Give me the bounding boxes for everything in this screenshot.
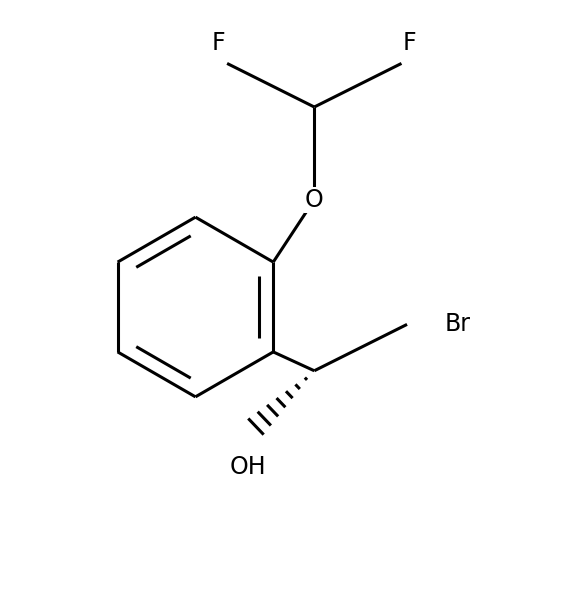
Text: O: O <box>305 188 323 212</box>
Text: F: F <box>212 31 225 55</box>
Text: F: F <box>403 31 417 55</box>
Text: Br: Br <box>445 313 471 336</box>
Text: OH: OH <box>229 455 266 479</box>
